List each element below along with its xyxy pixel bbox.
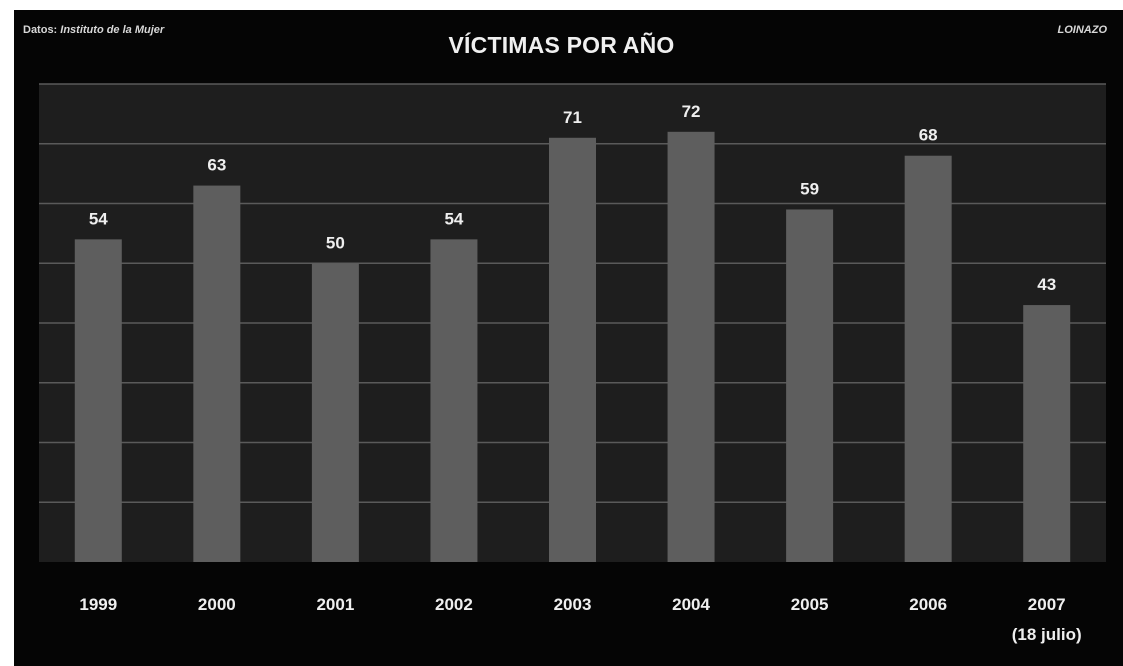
x-tick-sublabel-2007: (18 julio)	[1012, 625, 1082, 644]
value-label-2000: 63	[207, 156, 226, 175]
author-credit: LOINAZO	[1057, 24, 1108, 36]
bar-2004	[667, 131, 715, 563]
x-tick-2004: 2004	[672, 595, 710, 614]
data-source-name: Instituto de la Mujer	[60, 24, 165, 36]
x-tick-2005: 2005	[791, 595, 829, 614]
bar-2003	[549, 137, 596, 562]
value-label-1999: 54	[89, 209, 108, 228]
value-labels: 54 63 50 54 71 72 59 68 43	[89, 102, 1056, 294]
value-label-2007: 43	[1037, 275, 1056, 294]
bar-2002	[430, 239, 478, 562]
bar-2001	[311, 263, 359, 562]
value-label-2001: 50	[326, 233, 345, 252]
data-source-note: Datos: Instituto de la Mujer	[23, 24, 164, 36]
x-tick-2000: 2000	[198, 595, 236, 614]
value-label-2006: 68	[919, 126, 938, 145]
value-label-2003: 71	[563, 108, 582, 127]
bar-2007	[1023, 305, 1071, 562]
x-tick-1999: 1999	[79, 595, 117, 614]
x-tick-2006: 2006	[909, 595, 947, 614]
bar-2005	[786, 209, 834, 562]
data-source-prefix: Datos:	[23, 24, 61, 36]
chart-title: VÍCTIMAS POR AÑO	[448, 32, 675, 58]
bar-1999	[74, 239, 122, 562]
x-tick-2002: 2002	[435, 595, 473, 614]
value-label-2004: 72	[682, 102, 701, 121]
bar-2006	[904, 155, 952, 562]
bar-2000	[193, 185, 241, 562]
x-tick-2007: 2007	[1028, 595, 1066, 614]
value-label-2002: 54	[444, 209, 463, 228]
x-tick-2001: 2001	[316, 595, 354, 614]
bars	[74, 131, 1071, 563]
value-label-2005: 59	[800, 179, 819, 198]
x-tick-2003: 2003	[554, 595, 592, 614]
x-axis-ticks: 1999 2000 2001 2002 2003 2004 2005 2006 2007 (18 …	[79, 595, 1081, 644]
